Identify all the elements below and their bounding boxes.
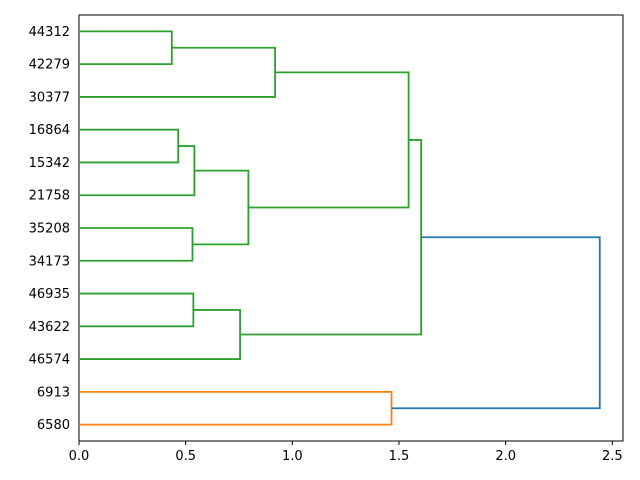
- leaf-label-46574: 46574: [29, 353, 70, 368]
- dendrogram-link-n5: [79, 145, 196, 197]
- leaf-label-34173: 34173: [29, 254, 70, 269]
- leaf-label-30377: 30377: [29, 90, 70, 105]
- leaf-label-46935: 46935: [29, 287, 70, 302]
- dendrogram-link-n11: [240, 139, 423, 336]
- dendrogram-link-n1: [79, 30, 173, 66]
- dendrogram-link-n12: [391, 236, 601, 410]
- leaf-label-15342: 15342: [29, 156, 70, 171]
- leaf-label-42279: 42279: [29, 58, 70, 73]
- x-tick-label: 0.0: [69, 449, 90, 464]
- leaf-label-6580: 6580: [37, 418, 70, 433]
- dendrogram-link-n2: [79, 128, 180, 164]
- x-tick-label: 1.0: [282, 449, 303, 464]
- dendrogram-link-n9: [79, 390, 393, 426]
- leaf-label-35208: 35208: [29, 222, 70, 237]
- dendrogram-link-n7: [192, 169, 250, 246]
- leaf-label-16864: 16864: [29, 123, 70, 138]
- dendrogram-link-n3: [79, 227, 194, 262]
- leaf-label-44312: 44312: [29, 25, 70, 40]
- leaf-label-6913: 6913: [37, 385, 70, 400]
- dendrogram-link-n4: [79, 292, 195, 328]
- dendrogram-link-n8: [79, 46, 276, 98]
- leaf-label-21758: 21758: [29, 189, 70, 204]
- x-tick-label: 0.5: [175, 449, 196, 464]
- x-tick-label: 2.5: [602, 449, 623, 464]
- dendrogram-link-n6: [79, 309, 241, 360]
- leaf-label-43622: 43622: [29, 320, 70, 335]
- x-tick-label: 2.0: [495, 449, 516, 464]
- x-tick-label: 1.5: [389, 449, 410, 464]
- dendrogram-link-n10: [248, 71, 410, 209]
